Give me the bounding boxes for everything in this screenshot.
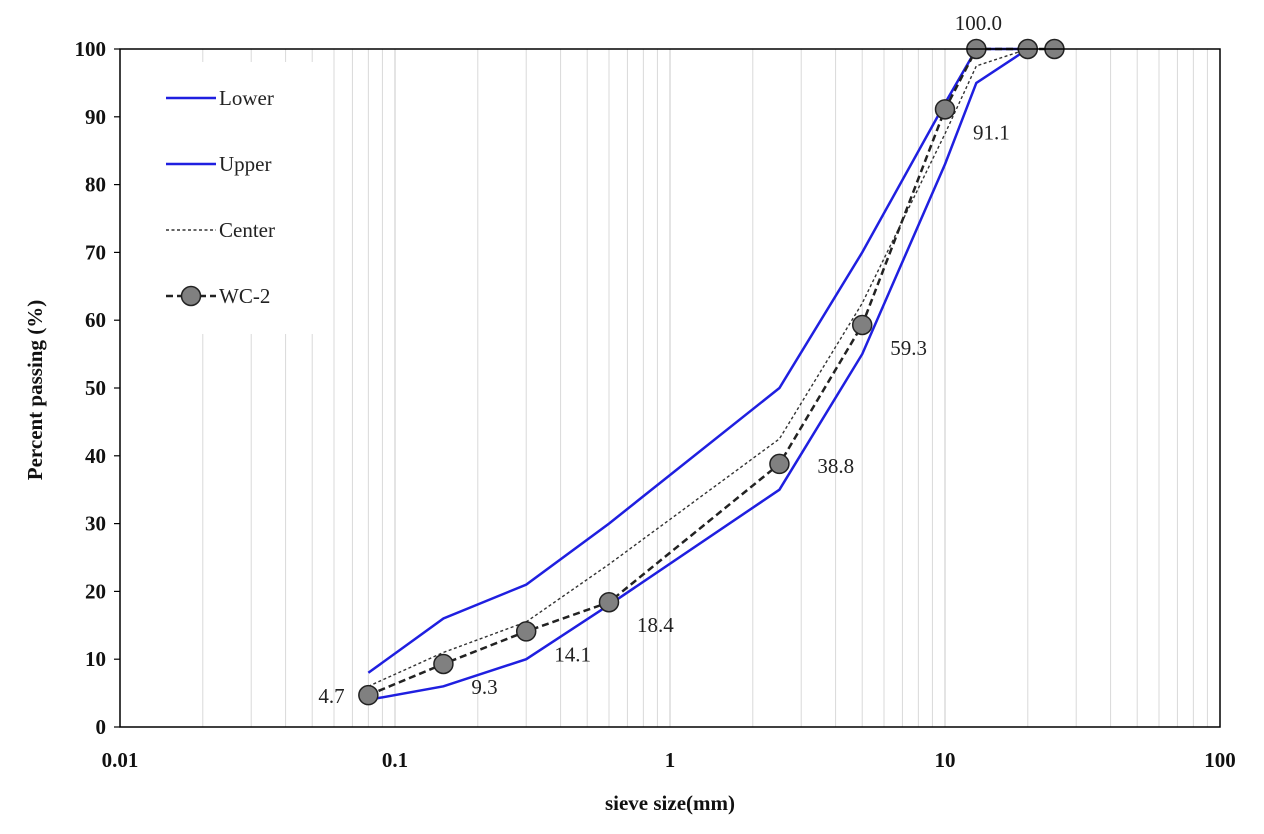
data-label: 9.3 [471, 675, 497, 699]
series-layer [358, 38, 1065, 706]
data-label: 100.0 [955, 11, 1002, 35]
data-labels: 4.7 9.3 14.1 18.4 38.8 59.3 91.1 100.0 [318, 11, 1009, 708]
data-point [769, 453, 790, 475]
data-label: 38.8 [817, 454, 854, 478]
tick-labels: 0.01 0.1 1 10 100 0 10 20 30 40 50 60 70 80 90 100 [75, 37, 1236, 772]
legend-label: Lower [219, 86, 274, 110]
y-tick-label: 100 [75, 37, 107, 61]
series-line-lower [368, 47, 1029, 702]
data-point [515, 621, 537, 642]
y-tick-label: 40 [85, 444, 106, 468]
x-tick-label: 10 [935, 748, 956, 772]
data-label: 91.1 [973, 120, 1010, 144]
data-label: 18.4 [637, 613, 674, 637]
x-tick-label: 0.1 [382, 748, 408, 772]
y-tick-label: 10 [85, 647, 106, 671]
y-tick-label: 80 [85, 173, 106, 197]
data-point [433, 653, 454, 675]
series-line-center [368, 48, 1028, 687]
data-label: 59.3 [890, 336, 927, 360]
data-point [851, 314, 873, 336]
legend-background [138, 62, 323, 334]
series-line-upper [367, 47, 1028, 674]
y-axis-title: Percent passing (%) [23, 300, 47, 480]
y-tick-label: 0 [96, 715, 107, 739]
data-point [358, 684, 379, 706]
y-tick-label: 20 [85, 579, 106, 603]
y-tick-label: 90 [85, 105, 106, 129]
x-tick-label: 1 [665, 748, 676, 772]
data-label: 14.1 [554, 642, 591, 666]
x-tick-label: 100 [1204, 748, 1236, 772]
grid [202, 49, 1208, 727]
legend-label: Upper [219, 152, 271, 176]
y-tick-label: 70 [85, 240, 106, 264]
legend: Lower Upper Center WC-2 [166, 86, 275, 308]
legend-label: Center [219, 218, 275, 242]
y-tick-label: 50 [85, 376, 106, 400]
legend-marker [180, 285, 202, 307]
data-point [934, 99, 956, 120]
x-tick-label: 0.01 [102, 748, 139, 772]
legend-label: WC-2 [219, 284, 270, 308]
y-tick-label: 30 [85, 512, 106, 536]
data-label: 4.7 [318, 684, 344, 708]
data-point [598, 591, 620, 613]
x-axis-title: sieve size(mm) [605, 791, 735, 815]
y-tick-label: 60 [85, 308, 106, 332]
